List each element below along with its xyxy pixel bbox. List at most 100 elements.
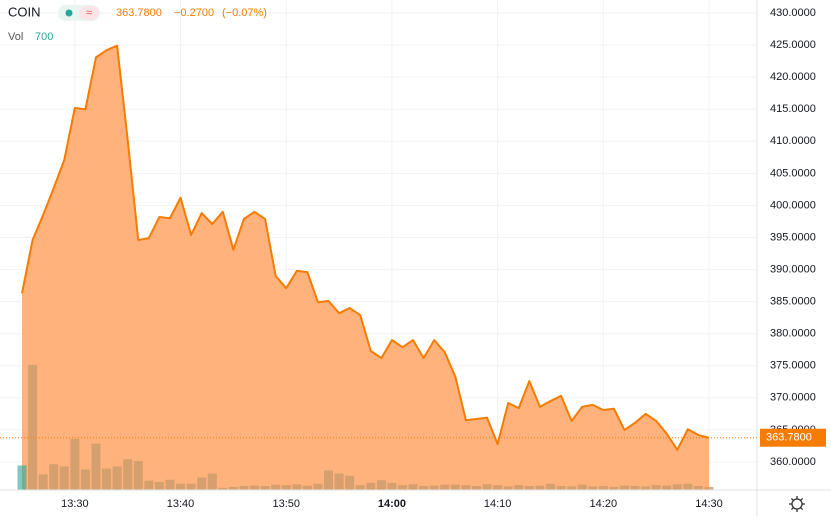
volume-bar: [408, 484, 418, 490]
status-dot: [65, 9, 73, 17]
volume-bar: [419, 485, 429, 490]
volume-bar: [693, 485, 703, 490]
volume-bar: [260, 485, 270, 490]
symbol: COIN: [8, 4, 41, 19]
volume-bar: [683, 483, 693, 490]
y-tick-label: 400.0000: [770, 199, 816, 211]
volume-bar: [429, 485, 439, 490]
volume-bar: [102, 468, 112, 490]
volume-bar: [482, 484, 492, 490]
volume-bar: [450, 484, 460, 490]
volume-bar: [28, 364, 38, 490]
y-tick-label: 390.0000: [770, 263, 816, 275]
volume-bar: [91, 443, 101, 490]
delay-badge: [79, 6, 99, 20]
volume-bar: [397, 485, 407, 490]
last-price-label: 363.7800: [766, 432, 812, 444]
y-tick-label: 395.0000: [770, 231, 816, 243]
volume-bar: [461, 485, 471, 490]
volume-bar: [17, 465, 27, 490]
volume-bar: [345, 475, 355, 490]
volume-bar: [651, 485, 661, 490]
volume-bar: [112, 466, 122, 490]
price-area: [22, 45, 709, 490]
volume-bar: [271, 484, 281, 490]
volume-bar: [355, 485, 365, 490]
volume-bar: [154, 481, 164, 490]
change: −0.2700: [174, 7, 214, 19]
volume-bar: [535, 485, 545, 490]
gear-teeth: [789, 496, 805, 512]
change-pct: (−0.07%): [222, 7, 267, 19]
y-tick-label: 415.0000: [770, 103, 816, 115]
volume-bar: [493, 485, 503, 490]
x-tick-label: 13:30: [61, 498, 89, 510]
volume-bar: [250, 485, 260, 490]
volume-bar: [503, 486, 513, 490]
volume-bar: [313, 483, 323, 490]
y-tick-label: 385.0000: [770, 296, 816, 308]
y-tick-label: 375.0000: [770, 360, 816, 372]
volume-bar: [133, 461, 143, 490]
volume-bar: [123, 459, 133, 490]
volume-bar: [577, 484, 587, 490]
volume-bar: [281, 485, 291, 490]
settings-icon[interactable]: [789, 496, 805, 512]
x-tick-label: 13:50: [272, 498, 300, 510]
y-tick-label: 410.0000: [770, 135, 816, 147]
volume-bar: [440, 484, 450, 490]
volume-bar: [70, 438, 80, 490]
x-tick-label: 14:00: [378, 498, 406, 510]
volume-bar: [207, 473, 217, 490]
volume-bar: [197, 477, 207, 490]
volume-bar: [471, 485, 481, 490]
volume-bar: [376, 480, 386, 490]
last-price: 363.7800: [116, 7, 162, 19]
y-tick-label: 420.0000: [770, 71, 816, 83]
volume-bar: [176, 483, 186, 490]
volume-bar: [672, 484, 682, 490]
volume-bar: [324, 470, 334, 490]
volume-bar: [186, 483, 196, 490]
y-tick-label: 405.0000: [770, 167, 816, 179]
volume-bar: [619, 485, 629, 490]
price-line: [21, 44, 710, 451]
y-tick-label: 360.0000: [770, 456, 816, 468]
x-tick-label: 13:40: [167, 498, 195, 510]
volume-bar: [630, 485, 640, 490]
volume-bar: [165, 479, 175, 490]
vol-label: Vol: [8, 31, 23, 43]
volume-bar: [334, 473, 344, 490]
volume-bar: [218, 487, 228, 490]
volume-bar: [38, 474, 48, 490]
volume-bar: [567, 486, 577, 490]
volume-bar: [545, 483, 555, 490]
y-tick-label: 370.0000: [770, 392, 816, 404]
volume-bar: [80, 469, 90, 490]
y-tick-label: 425.0000: [770, 39, 816, 51]
volume-bar: [514, 485, 524, 490]
volume-bar: [641, 486, 651, 490]
volume-bar: [239, 485, 249, 490]
volume-bar: [144, 480, 154, 490]
volume-bar: [366, 482, 376, 490]
last-price-box: [760, 428, 826, 447]
volume-bar: [228, 486, 238, 490]
volume-bar: [588, 486, 598, 490]
x-tick-label: 14:30: [695, 498, 723, 510]
delay-icon: ≈: [86, 7, 92, 19]
y-tick-label: 430.0000: [770, 7, 816, 19]
plot: [0, 0, 757, 490]
volume-bar: [609, 486, 619, 490]
volume-bar: [49, 464, 59, 490]
volume-bar: [524, 485, 534, 490]
volume-bar: [387, 482, 397, 490]
x-tick-label: 14:20: [590, 498, 618, 510]
volume-bar: [556, 485, 566, 490]
x-tick-label: 14:10: [484, 498, 512, 510]
volume-bar: [59, 466, 69, 490]
vol-value: 700: [35, 31, 53, 43]
volume-bar: [662, 485, 672, 490]
volume-bar: [292, 484, 302, 490]
